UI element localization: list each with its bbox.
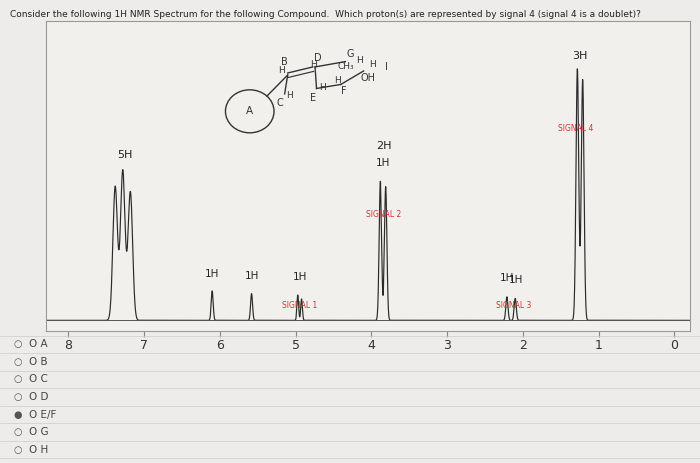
Text: SIGNAL 1: SIGNAL 1 [282,300,317,310]
Text: SIGNAL 4: SIGNAL 4 [559,124,594,133]
Text: SIGNAL 2: SIGNAL 2 [366,210,401,219]
Text: O E/F: O E/F [29,410,57,419]
Text: O C: O C [29,375,48,384]
Text: O A: O A [29,339,48,350]
Text: ○: ○ [13,375,22,384]
Text: ○: ○ [13,444,22,455]
Text: 1H: 1H [244,271,259,281]
Text: 5H: 5H [118,150,133,160]
Text: ○: ○ [13,357,22,367]
Text: 1H: 1H [509,275,523,285]
Text: SIGNAL 3: SIGNAL 3 [496,300,531,310]
Text: ○: ○ [13,427,22,437]
Text: O B: O B [29,357,48,367]
Text: 1H: 1H [376,158,391,168]
Text: 1H: 1H [205,269,219,279]
Text: 1H: 1H [293,272,307,282]
Text: ○: ○ [13,392,22,402]
Text: 2H: 2H [376,141,391,150]
Text: ○: ○ [13,339,22,350]
Text: 1H: 1H [500,274,514,283]
Text: O G: O G [29,427,49,437]
Text: 3H: 3H [573,51,588,61]
Text: ●: ● [13,410,22,419]
Text: O H: O H [29,444,49,455]
Text: O D: O D [29,392,49,402]
Text: Consider the following 1H NMR Spectrum for the following Compound.  Which proton: Consider the following 1H NMR Spectrum f… [10,10,641,19]
